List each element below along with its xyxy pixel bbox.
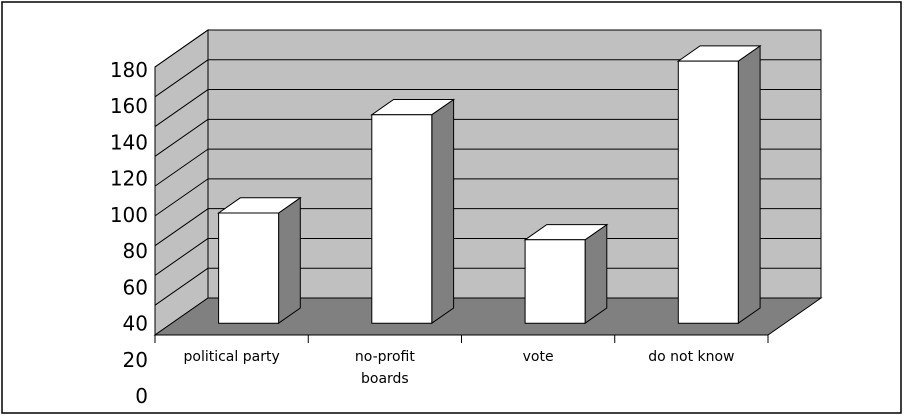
- y-tick-label: 160: [110, 94, 148, 118]
- bar-side: [737, 44, 761, 325]
- bar-front: [371, 114, 433, 324]
- grid-line: [154, 59, 209, 98]
- x-tick-label: no-profit boards: [354, 349, 415, 387]
- y-tick-label: 120: [110, 167, 148, 191]
- bar-side: [431, 98, 455, 325]
- x-tick-label: do not know: [648, 349, 735, 365]
- grid-line: [154, 178, 209, 217]
- bar: [217, 196, 302, 325]
- bar: [523, 223, 609, 325]
- bar-side: [584, 223, 608, 325]
- side-wall: [154, 29, 209, 336]
- y-tick-label: 180: [110, 58, 148, 82]
- grid-line: [154, 148, 209, 187]
- x-tick-label: vote: [522, 349, 554, 365]
- floor: [153, 297, 823, 336]
- y-tick-label: 80: [123, 239, 148, 263]
- grid-line: [154, 29, 209, 68]
- grid-line: [154, 238, 209, 276]
- bar-front: [524, 239, 586, 324]
- grid-line: [154, 208, 209, 247]
- y-tick-label: 40: [123, 312, 148, 336]
- y-tick-label: 0: [135, 384, 148, 408]
- y-tick-label: 140: [110, 130, 148, 154]
- y-tick-label: 20: [123, 348, 148, 372]
- bar: [676, 44, 762, 325]
- y-tick-label: 100: [110, 203, 148, 227]
- bar-side: [278, 196, 301, 325]
- y-tick-label: 60: [123, 275, 148, 299]
- grid-line: [154, 267, 209, 306]
- grid-line: [154, 118, 209, 157]
- bar-front: [218, 212, 280, 324]
- bar-front: [677, 60, 739, 324]
- x-tick-label: political party: [183, 349, 280, 365]
- bar: [370, 98, 456, 325]
- grid-line: [154, 89, 209, 127]
